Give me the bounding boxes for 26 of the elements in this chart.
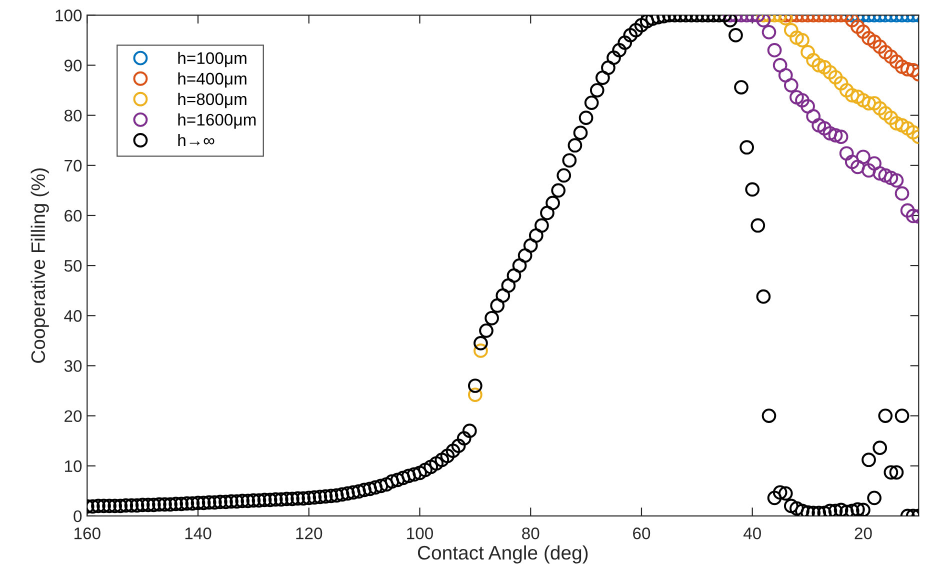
y-tick-label: 90	[64, 60, 82, 72]
x-tick-label: 40	[743, 528, 761, 540]
legend-label: h=100μm	[178, 52, 246, 68]
x-tick-label: 120	[296, 528, 322, 540]
y-tick-label: 40	[64, 310, 82, 322]
y-tick-label: 70	[64, 160, 82, 172]
x-tick-label: 160	[74, 528, 100, 540]
x-tick-label: 20	[854, 528, 872, 540]
x-tick-label: 100	[407, 528, 433, 540]
legend-label: h=400μm	[178, 72, 246, 88]
x-tick-label: 60	[633, 528, 650, 540]
legend-label: h=800μm	[178, 92, 246, 108]
y-tick-label: 60	[64, 210, 82, 222]
x-axis-title: Contact Angle (deg)	[418, 545, 588, 564]
y-tick-label: 50	[64, 260, 82, 272]
y-tick-label: 80	[64, 110, 82, 122]
legend-label: h→∞	[178, 134, 214, 146]
y-tick-label: 10	[65, 460, 82, 472]
legend-label: h=1600μm	[178, 113, 256, 129]
y-tick-label: 30	[64, 360, 82, 372]
y-tick-label: 0	[74, 510, 82, 522]
y-axis-title: Cooperative Filling (%)	[30, 168, 49, 363]
x-tick-label: 80	[522, 528, 540, 540]
x-tick-label: 140	[185, 528, 212, 540]
y-tick-label: 20	[64, 410, 82, 422]
y-tick-label: 100	[56, 10, 82, 22]
